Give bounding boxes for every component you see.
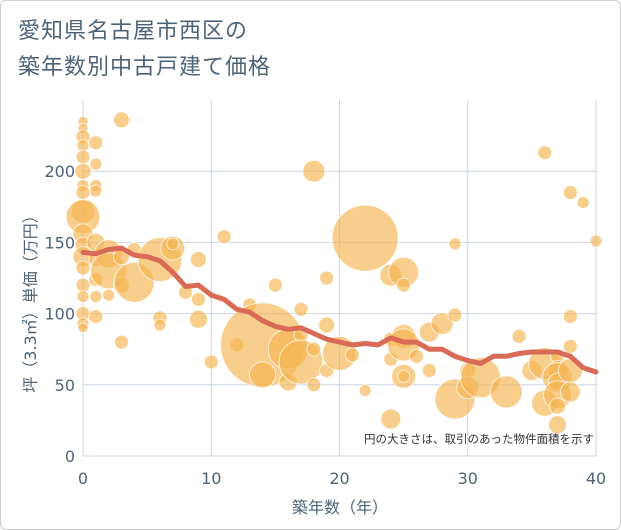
bubble-44	[190, 291, 206, 307]
bubble-59	[306, 341, 322, 357]
bubble-45	[188, 309, 208, 329]
bubble-89	[511, 328, 527, 344]
bubble-26	[89, 290, 103, 304]
bubble-83	[447, 307, 463, 323]
y-tick-label-2: 100	[44, 305, 75, 324]
bubble-34	[113, 334, 129, 350]
bubble-47	[216, 229, 232, 245]
bubble-81	[430, 312, 454, 336]
bubble-51	[249, 361, 277, 389]
bubble-30	[102, 288, 116, 302]
x-tick-label-0: 0	[78, 469, 88, 488]
y-tick-label-0: 0	[65, 447, 75, 466]
bubble-46	[203, 354, 219, 370]
bubble-20	[89, 157, 103, 171]
chart-title: 愛知県名古屋市西区の 築年数別中古戸建て価格	[18, 14, 271, 86]
bubble-61	[319, 270, 335, 286]
bubble-43	[189, 250, 207, 268]
x-tick-label-1: 10	[201, 469, 221, 488]
bubble-105	[559, 381, 581, 403]
bubble-31	[112, 111, 130, 129]
bubble-88	[489, 375, 523, 409]
bubble-91	[537, 145, 553, 161]
trend-line-group	[80, 245, 599, 375]
bubble-102	[562, 308, 578, 324]
bubble-15	[76, 290, 90, 304]
bubble-41	[166, 237, 180, 251]
bubble-4	[75, 149, 91, 165]
bubble-82	[448, 237, 462, 251]
bubble-80	[421, 363, 437, 379]
bubble-62	[318, 316, 336, 334]
bubble-55	[293, 301, 309, 317]
bubble-106	[576, 196, 590, 210]
bubble-66	[331, 204, 399, 272]
bubble-18	[77, 322, 89, 334]
bubble-73	[396, 277, 412, 293]
y-tick-label-3: 150	[44, 233, 75, 252]
bubble-107	[589, 234, 603, 248]
trend-line	[80, 245, 599, 375]
bubble-101	[562, 185, 578, 201]
x-tick-label-2: 20	[329, 469, 349, 488]
bubble-52	[267, 277, 283, 293]
bubble-5	[74, 162, 92, 180]
chart-title-line-2: 築年数別中古戸建て価格	[18, 55, 272, 80]
bubble-103	[562, 338, 578, 354]
bubble-22	[89, 184, 103, 198]
bubble-71	[380, 408, 402, 430]
x-axis-label: 築年数（年）	[292, 498, 388, 517]
bubble-78	[408, 348, 424, 364]
bubble-13	[75, 260, 91, 276]
bubble-100	[548, 415, 568, 435]
bubble-58	[302, 159, 326, 183]
y-tick-label-1: 50	[55, 376, 75, 395]
grid-lines	[82, 100, 597, 457]
x-tick-label-4: 40	[586, 469, 606, 488]
bubble-99	[549, 397, 567, 415]
bubble-60	[306, 377, 322, 393]
bubble-39	[153, 318, 167, 332]
bubble-7	[75, 185, 91, 201]
y-axis-label: 坪（3.3㎡）単価（万円）	[21, 207, 40, 392]
bubble-65	[344, 347, 360, 363]
chart-title-line-1: 愛知県名古屋市西区の	[18, 19, 249, 44]
bubble-27	[88, 308, 104, 324]
bubble-series	[65, 111, 603, 435]
y-tick-label-4: 200	[44, 162, 75, 181]
bubble-size-note: 円の大きさは、取引のあった物件面積を示す	[364, 432, 594, 446]
bubble-19	[88, 135, 104, 151]
axis-ticks: 0 10 20 30 40 0 50 100 150 200	[44, 162, 606, 488]
bubble-77	[397, 369, 411, 383]
bubble-67	[358, 383, 372, 397]
x-tick-label-3: 30	[458, 469, 478, 488]
